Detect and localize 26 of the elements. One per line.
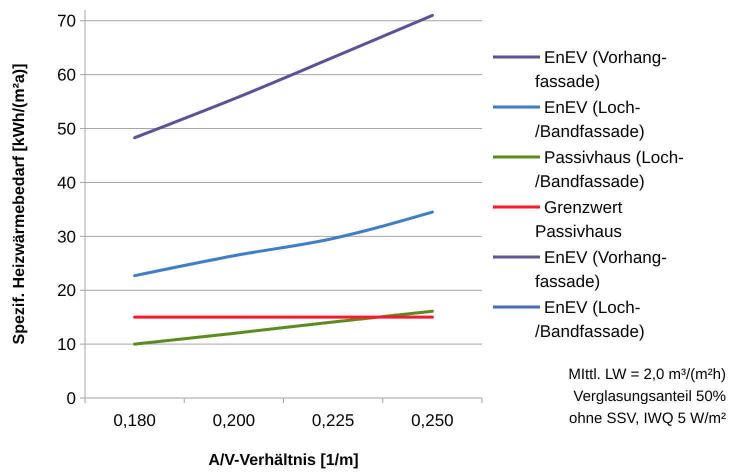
legend-label: EnEV (Vorhang-fassade) [535, 248, 667, 291]
text: MIttl. LW = 2,0 m³/(m²h) [568, 366, 726, 383]
text: ohne SSV, IWQ 5 W/m² [569, 410, 726, 427]
x-tick-label: 0,250 [411, 411, 454, 430]
y-tick-label: 20 [57, 281, 76, 300]
legend-label: EnEV (Vorhang-fassade) [535, 48, 667, 91]
line-series [133, 310, 434, 346]
legend-label: EnEV (Loch-/Bandfassade) [535, 298, 645, 341]
x-tick-label: 0,180 [113, 411, 156, 430]
line-series [133, 210, 434, 278]
text: Verglasungsanteil 50% [573, 388, 726, 405]
x-tick-label: 0,225 [312, 411, 354, 430]
x-tick-label: 0,200 [212, 411, 256, 430]
legend-label: Passivhaus (Loch-/Bandfassade) [535, 148, 684, 191]
y-tick-label: 40 [57, 173, 76, 192]
y-tick-label: 60 [57, 66, 76, 85]
y-axis-title: Spezif. Heizwärmebedarf [kWh/(m²a)] [11, 64, 28, 344]
y-tick-label: 50 [57, 120, 76, 139]
y-tick-label: 0 [66, 388, 76, 408]
line-series [133, 14, 434, 140]
y-tick-label: 30 [57, 227, 76, 246]
legend-label: EnEV (Loch-/Bandfassade) [535, 98, 645, 141]
legend-label: Grenzwert Passivhaus [535, 198, 623, 241]
y-tick-label: 10 [57, 335, 76, 354]
x-axis-title: A/V-Verhältnis [1/m] [208, 452, 359, 469]
y-tick-label: 70 [57, 12, 76, 31]
